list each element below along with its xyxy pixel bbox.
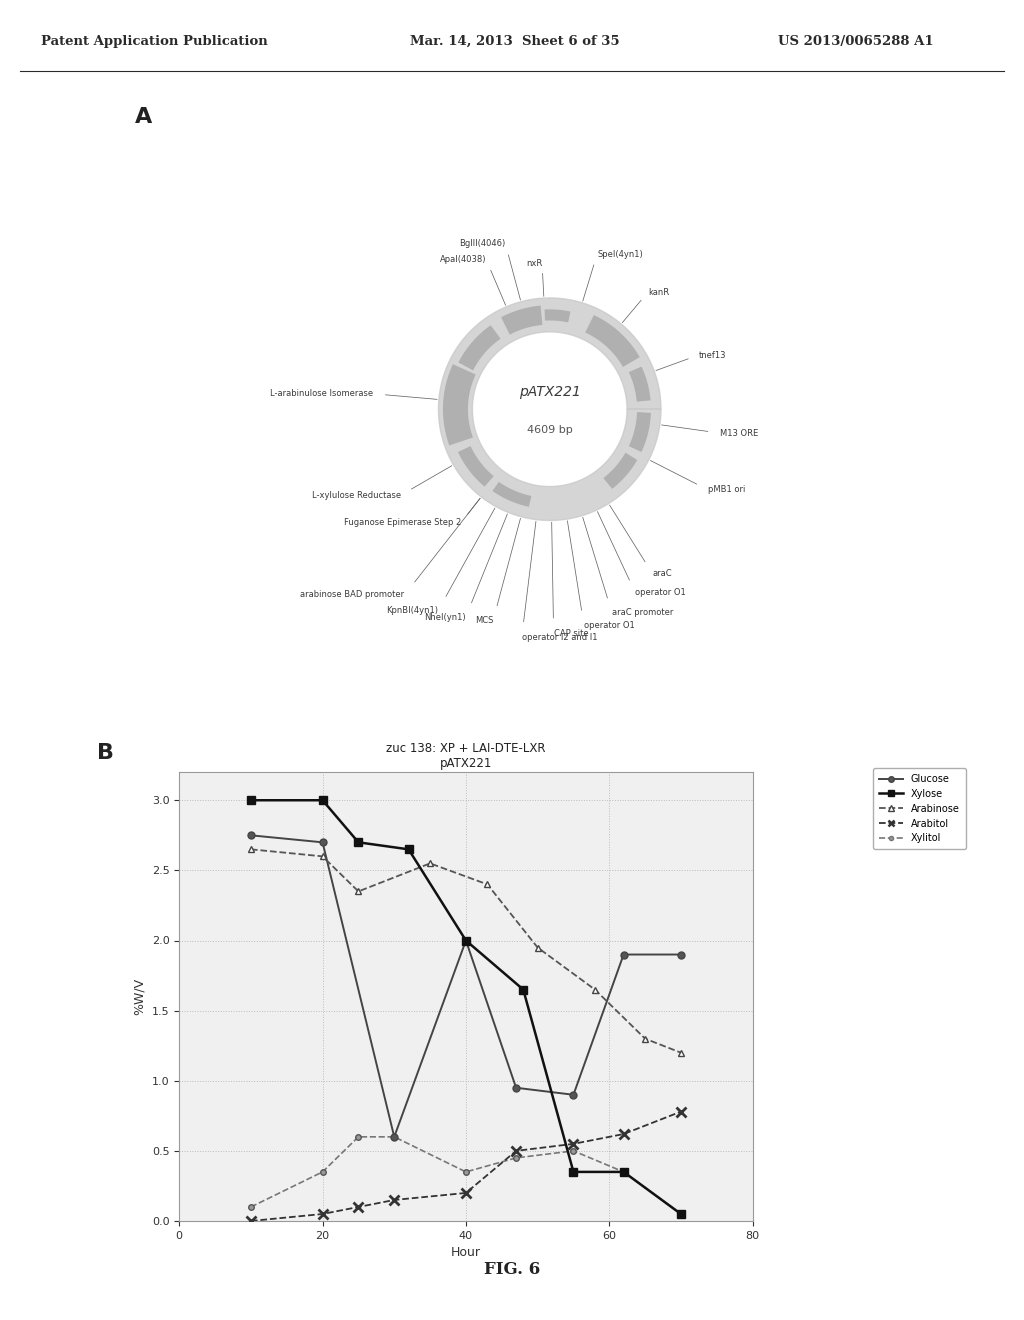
- Arabinose: [675, 1045, 687, 1061]
- X-axis label: Hour: Hour: [451, 1246, 481, 1259]
- Glucose: [460, 932, 472, 948]
- Text: arabinose BAD promoter: arabinose BAD promoter: [300, 590, 404, 599]
- Xylitol: [352, 1129, 365, 1144]
- Text: nxR: nxR: [525, 259, 542, 268]
- Arabinose: [352, 883, 365, 899]
- Text: L-xylulose Reductase: L-xylulose Reductase: [312, 491, 401, 499]
- Line: Arabitol: Arabitol: [246, 1106, 686, 1226]
- Text: A: A: [135, 107, 153, 128]
- Line: Xylose: Xylose: [247, 796, 685, 1218]
- Line: Xylitol: Xylitol: [248, 1134, 684, 1217]
- Text: kanR: kanR: [648, 288, 669, 297]
- Text: MCS: MCS: [475, 616, 494, 624]
- Xylitol: [567, 1143, 580, 1159]
- Text: pATX221: pATX221: [519, 385, 581, 399]
- Arabinose: [589, 982, 601, 998]
- Text: Fuganose Epimerase Step 2: Fuganose Epimerase Step 2: [344, 517, 462, 527]
- Text: B: B: [97, 743, 115, 763]
- Glucose: [675, 946, 687, 962]
- Text: SpeI(4yn1): SpeI(4yn1): [597, 249, 643, 259]
- Xylitol: [460, 1164, 472, 1180]
- Xylitol: [245, 1199, 257, 1214]
- Polygon shape: [438, 298, 660, 520]
- Arabinose: [639, 1031, 651, 1047]
- Arabitol: [388, 1192, 400, 1208]
- Text: Mar. 14, 2013  Sheet 6 of 35: Mar. 14, 2013 Sheet 6 of 35: [410, 36, 620, 49]
- Text: BglII(4046): BglII(4046): [459, 239, 505, 248]
- Glucose: [567, 1086, 580, 1102]
- Arabinose: [481, 876, 494, 892]
- Xylose: [316, 792, 329, 808]
- Xylose: [460, 932, 472, 948]
- Glucose: [617, 946, 630, 962]
- Xylitol: [510, 1150, 522, 1166]
- Text: Patent Application Publication: Patent Application Publication: [41, 36, 267, 49]
- Xylose: [617, 1164, 630, 1180]
- Xylose: [402, 841, 415, 857]
- Xylitol: [617, 1164, 630, 1180]
- Text: FIG. 6: FIG. 6: [484, 1261, 540, 1278]
- Arabitol: [245, 1213, 257, 1229]
- Xylose: [352, 834, 365, 850]
- Xylose: [245, 792, 257, 808]
- Glucose: [510, 1080, 522, 1096]
- Arabinose: [245, 841, 257, 857]
- Xylitol: [316, 1164, 329, 1180]
- Arabinose: [424, 855, 436, 871]
- Text: ApaI(4038): ApaI(4038): [440, 256, 486, 264]
- Title: zuc 138: XP + LAI-DTE-LXR
pATX221: zuc 138: XP + LAI-DTE-LXR pATX221: [386, 742, 546, 770]
- Text: KpnBI(4yn1): KpnBI(4yn1): [386, 606, 438, 615]
- Line: Arabinose: Arabinose: [248, 846, 684, 1056]
- Glucose: [316, 834, 329, 850]
- Text: 4609 bp: 4609 bp: [526, 425, 572, 436]
- Xylitol: [388, 1129, 400, 1144]
- Arabitol: [460, 1185, 472, 1201]
- Text: araC: araC: [652, 569, 672, 578]
- Text: CAP site: CAP site: [554, 630, 588, 638]
- Arabitol: [316, 1206, 329, 1222]
- Legend: Glucose, Xylose, Arabinose, Arabitol, Xylitol: Glucose, Xylose, Arabinose, Arabitol, Xy…: [873, 768, 966, 849]
- Text: araC promoter: araC promoter: [611, 607, 673, 616]
- Text: operator O1: operator O1: [584, 620, 635, 630]
- Text: US 2013/0065288 A1: US 2013/0065288 A1: [778, 36, 934, 49]
- Line: Glucose: Glucose: [248, 832, 684, 1140]
- Text: pMB1 ori: pMB1 ori: [708, 486, 745, 494]
- Y-axis label: %W/V: %W/V: [133, 978, 146, 1015]
- Xylitol: [675, 1206, 687, 1222]
- Glucose: [388, 1129, 400, 1144]
- Text: NheI(yn1): NheI(yn1): [424, 612, 466, 622]
- Arabitol: [567, 1137, 580, 1152]
- Xylose: [675, 1206, 687, 1222]
- Xylose: [517, 982, 529, 998]
- Text: tnef13: tnef13: [698, 351, 726, 359]
- Glucose: [245, 828, 257, 843]
- Arabitol: [675, 1104, 687, 1119]
- Text: operator I2 and I1: operator I2 and I1: [521, 634, 597, 642]
- Arabitol: [617, 1126, 630, 1142]
- Text: M13 ORE: M13 ORE: [720, 429, 758, 438]
- Arabinose: [316, 849, 329, 865]
- Arabitol: [510, 1143, 522, 1159]
- Arabitol: [352, 1199, 365, 1214]
- Arabinose: [531, 940, 544, 956]
- Text: operator O1: operator O1: [635, 589, 686, 598]
- Xylose: [567, 1164, 580, 1180]
- Text: L-arabinulose Isomerase: L-arabinulose Isomerase: [270, 389, 373, 399]
